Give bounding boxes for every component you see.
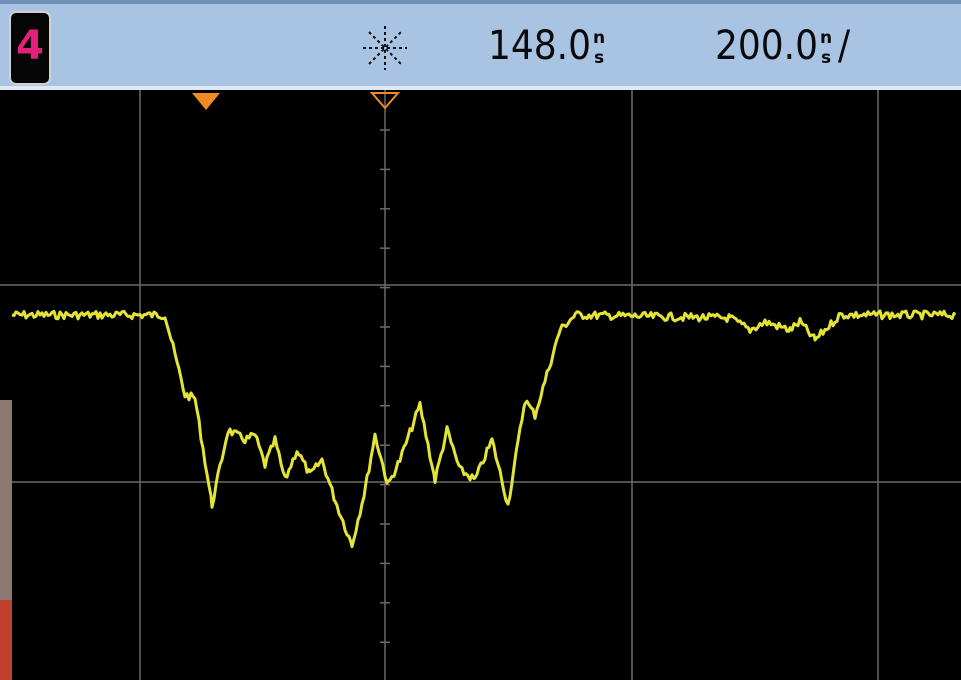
background-photo-edge-red <box>0 600 12 680</box>
timebase-unit-top: n <box>820 28 832 48</box>
status-bar-bottom-border <box>0 86 961 90</box>
channel-number: 4 <box>16 23 44 69</box>
delay-unit-bottom: s <box>594 48 604 68</box>
delay-value: 148.0 <box>488 23 591 69</box>
timebase-unit-bottom: s <box>821 48 831 68</box>
delay-unit-top: n <box>593 28 605 48</box>
status-bar-top-border <box>0 0 961 4</box>
timebase-value: 200.0 <box>715 23 818 69</box>
scope-screen: 4 148.0 n s 200.0 n s / <box>0 0 961 680</box>
timebase-suffix: / <box>838 23 851 69</box>
